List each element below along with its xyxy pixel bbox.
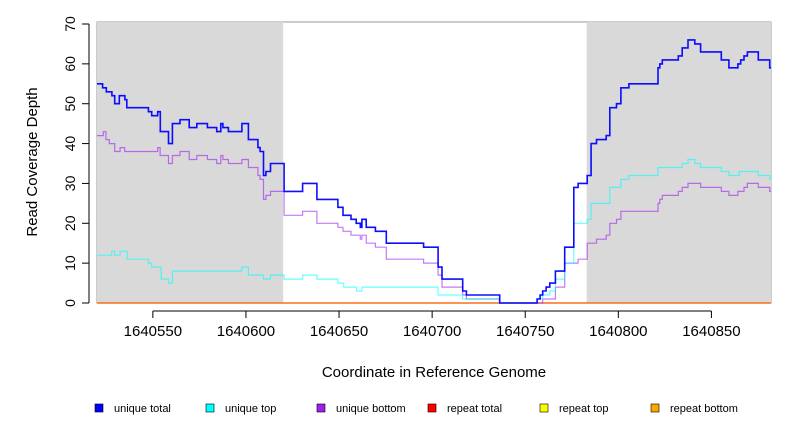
shaded-regions <box>96 21 772 304</box>
x-tick-label: 1640600 <box>217 323 275 340</box>
x-tick-label: 1640700 <box>403 323 461 340</box>
y-tick-label: 40 <box>62 136 78 152</box>
legend-swatch-repeat-bottom <box>650 403 660 413</box>
x-tick-label: 1640800 <box>589 323 647 340</box>
y-axis-label: Read Coverage Depth <box>24 87 41 236</box>
legend-swatch-repeat-top <box>539 403 549 413</box>
x-tick-label: 1640650 <box>310 323 368 340</box>
y-tick-label: 60 <box>62 56 78 72</box>
legend-label: repeat bottom <box>670 403 738 415</box>
x-axis-label: Coordinate in Reference Genome <box>322 364 546 381</box>
legend: unique total unique top unique bottom repea… <box>94 403 738 415</box>
shaded-region-0 <box>97 22 284 303</box>
legend-label: unique total <box>114 403 171 415</box>
series-line-unique-bottom <box>97 131 771 304</box>
axes: 0 10 20 30 40 50 60 70 1640550 1640600 1640650 1640… <box>62 16 741 340</box>
legend-label: repeat total <box>447 403 502 415</box>
legend-swatch-repeat-total <box>427 403 437 413</box>
legend-swatch-unique-total <box>94 403 104 413</box>
y-tick-label: 70 <box>62 16 78 32</box>
x-tick-label: 1640850 <box>682 323 740 340</box>
series-line-unique-total <box>97 39 771 304</box>
series-line-unique-top <box>97 158 771 304</box>
y-tick-label: 10 <box>62 255 78 271</box>
legend-swatch-unique-bottom <box>316 403 326 413</box>
y-tick-label: 0 <box>62 299 78 307</box>
legend-label: unique bottom <box>336 403 406 415</box>
y-tick-label: 50 <box>62 96 78 112</box>
y-tick-label: 30 <box>62 175 78 191</box>
legend-label: repeat top <box>559 403 609 415</box>
series-lines <box>97 39 771 304</box>
y-tick-label: 20 <box>62 215 78 231</box>
legend-swatch-unique-top <box>205 403 215 413</box>
x-tick-label: 1640550 <box>124 323 182 340</box>
x-tick-label: 1640750 <box>496 323 554 340</box>
legend-label: unique top <box>225 403 276 415</box>
shaded-region-1 <box>586 22 771 303</box>
